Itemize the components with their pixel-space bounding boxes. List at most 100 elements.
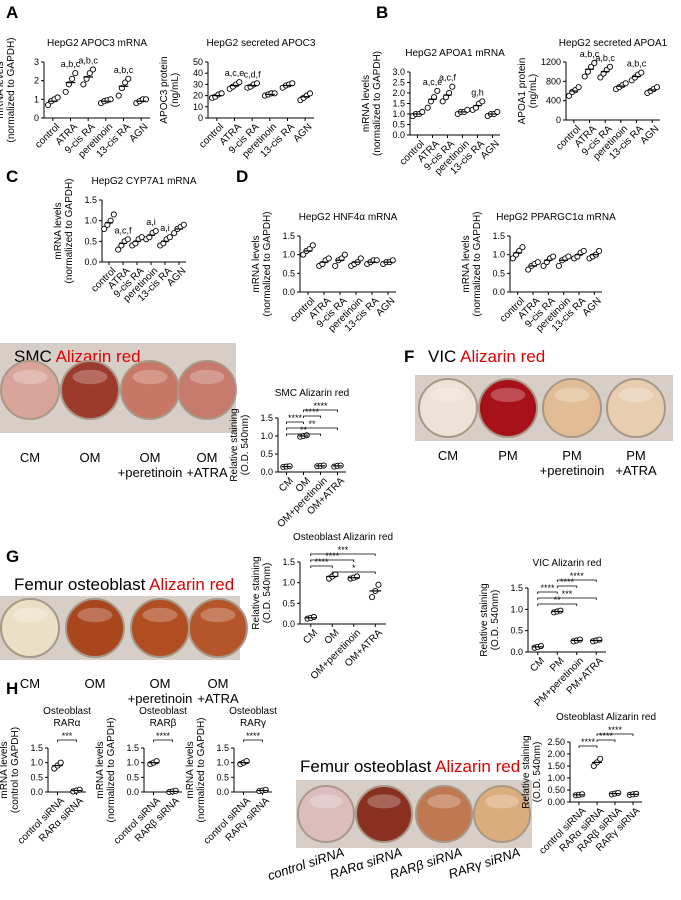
data-point <box>597 74 604 81</box>
photo-label: OM <box>197 450 218 465</box>
data-point <box>525 266 532 273</box>
data-point <box>555 262 562 269</box>
data-point <box>638 69 645 76</box>
data-point <box>597 755 604 762</box>
data-point <box>271 90 278 97</box>
y-tick-label: 0 <box>198 113 203 123</box>
y-tick-label: 1.5 <box>126 743 139 753</box>
chart-title: HepG2 secreted APOC3 <box>207 38 316 49</box>
data-point <box>152 227 159 235</box>
significance-label: **** <box>314 557 329 567</box>
well <box>65 598 125 658</box>
significance-label: *** <box>338 545 349 555</box>
significance-bracket <box>537 591 558 594</box>
photo-title-stain: Alizarin red <box>435 757 520 776</box>
y-tick-label: 2.50 <box>547 737 565 747</box>
y-axis-label: (normalized to GAPDH) <box>6 37 17 142</box>
y-tick-label: 1.0 <box>30 758 43 768</box>
significance-bracket <box>537 597 597 600</box>
well-glare <box>142 607 178 623</box>
y-tick-label: 10 <box>193 102 203 112</box>
significance-letters: g,h <box>471 87 484 97</box>
data-point <box>606 63 614 70</box>
y-tick-label: 0.5 <box>492 268 505 278</box>
photo-title-cell: Femur osteoblast <box>14 575 146 594</box>
y-axis-label: Relative staining <box>479 583 490 656</box>
significance-label: *** <box>562 589 573 599</box>
significance-letters: a,c,e <box>225 68 245 78</box>
significance-label: **** <box>608 725 623 735</box>
y-axis-label: (normalized to GAPDH) <box>106 717 117 822</box>
y-tick-label: 0.5 <box>126 772 139 782</box>
significance-bracket <box>596 739 616 742</box>
y-axis-label: (O.D. 540nm) <box>262 563 273 624</box>
significance-label: **** <box>325 551 340 561</box>
chart-title: HepG2 PPARGC1α mRNA <box>496 212 616 223</box>
photo-label: PM <box>498 448 518 463</box>
data-point <box>54 94 61 101</box>
data-point <box>575 84 582 91</box>
data-point <box>69 75 76 82</box>
y-axis-label: APOC3 protein <box>159 56 170 123</box>
significance-label: ** <box>554 595 562 605</box>
photo-label: OM <box>80 450 101 465</box>
significance-label: ** <box>308 419 316 429</box>
y-tick-label: 0.50 <box>547 785 565 795</box>
data-point <box>439 98 446 105</box>
y-tick-label: 0.0 <box>282 287 295 297</box>
data-point <box>125 75 132 82</box>
y-tick-label: 0.5 <box>216 772 229 782</box>
significance-label: ** <box>300 425 308 435</box>
significance-letters: a,b,c <box>580 49 600 59</box>
y-tick-label: 1.0 <box>510 604 523 614</box>
well <box>415 785 473 843</box>
data-point <box>540 262 547 269</box>
data-point <box>479 98 486 105</box>
y-tick-label: 1.5 <box>30 743 43 753</box>
y-axis-label: (normalized to GAPDH) <box>372 51 383 156</box>
y-axis-label: (O.D. 540nm) <box>532 742 543 803</box>
photo-label: +peretinoin <box>118 465 183 480</box>
data-point <box>580 247 587 254</box>
y-tick-label: 1200 <box>541 57 561 67</box>
data-point <box>424 104 431 111</box>
data-point <box>509 255 516 262</box>
y-axis-label: Relative staining <box>229 408 240 481</box>
y-tick-label: 0.0 <box>282 619 295 629</box>
y-tick-label: 3 <box>34 57 39 67</box>
well <box>355 785 413 843</box>
significance-letters: a,c,f <box>114 225 132 235</box>
photo-title-stain: Alizarin red <box>56 347 141 366</box>
data-point <box>419 108 426 115</box>
significance-letters: a,i <box>160 223 170 233</box>
data-point <box>537 642 545 650</box>
y-axis-label: (ng/mL) <box>528 74 539 108</box>
data-point <box>310 613 318 621</box>
data-point <box>124 236 131 243</box>
photo-label: PM <box>626 448 646 463</box>
well <box>606 378 666 438</box>
y-tick-label: 1.0 <box>282 578 295 588</box>
y-tick-label: 0.5 <box>30 772 43 782</box>
data-point <box>557 607 564 614</box>
data-point <box>357 255 364 262</box>
y-tick-label: 1.0 <box>282 250 295 260</box>
y-axis-label: (normalized to GAPDH) <box>472 211 483 316</box>
data-point <box>653 84 661 91</box>
y-tick-label: 1.5 <box>510 583 523 593</box>
significance-label: **** <box>313 401 328 411</box>
x-tick-label: AGN <box>291 122 314 145</box>
x-tick-label: AGN <box>374 296 397 319</box>
data-point <box>615 789 622 796</box>
significance-label: *** <box>62 731 73 741</box>
y-tick-label: 0.0 <box>510 647 523 657</box>
significance-label: **** <box>599 731 614 741</box>
y-tick-label: 0.0 <box>126 787 139 797</box>
photo-title: Femur osteoblast Alizarin red <box>300 757 520 776</box>
data-point <box>115 246 122 253</box>
chart-title: RARα <box>54 718 81 729</box>
photo-title-stain: Alizarin red <box>149 575 234 594</box>
significance-bracket <box>303 409 338 412</box>
y-tick-label: 0.0 <box>30 787 43 797</box>
y-tick-label: 1.5 <box>392 99 405 109</box>
